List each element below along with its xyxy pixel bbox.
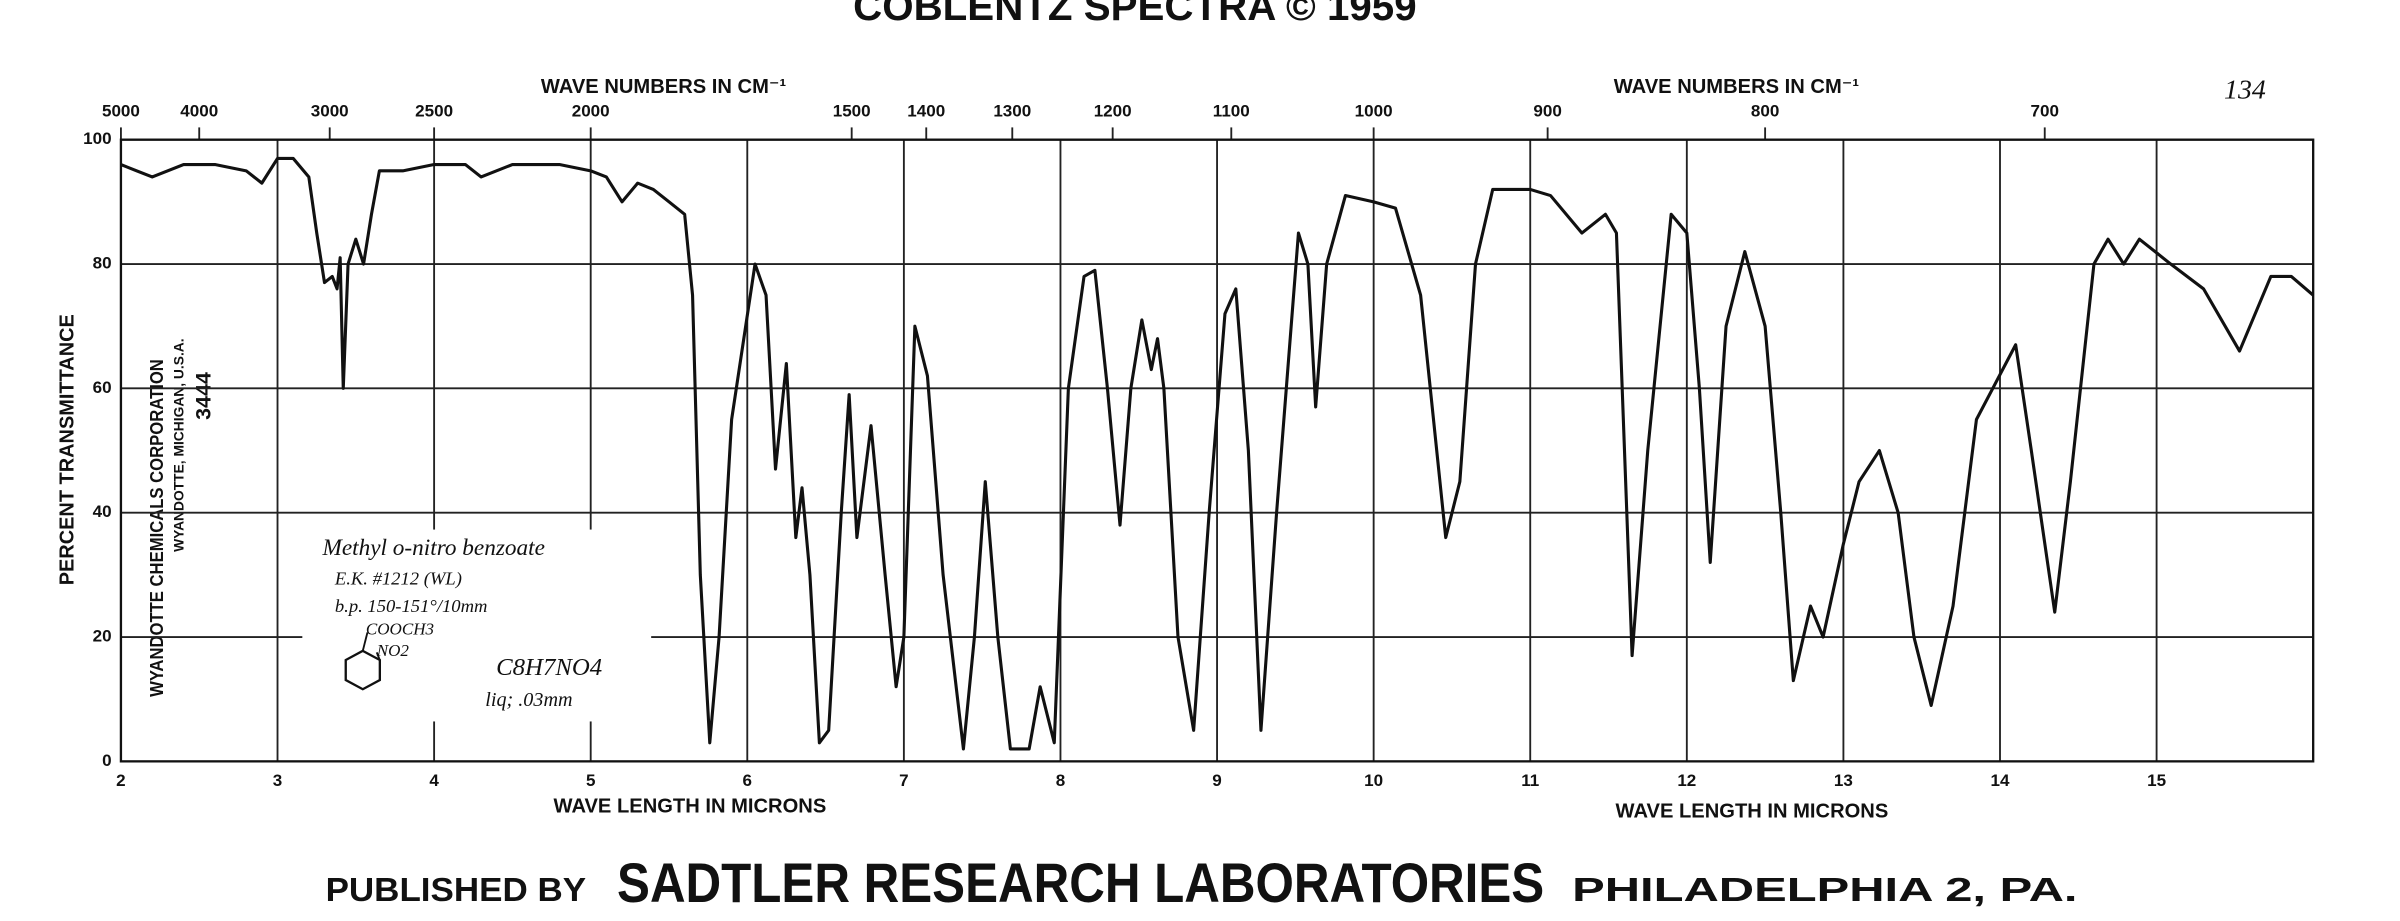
annotation: E.K. #1212 (WL) — [334, 570, 462, 590]
bond — [375, 652, 381, 661]
y-tick-label: 100 — [83, 129, 111, 148]
y-tick-label: 20 — [93, 627, 112, 646]
side-text: 3444 — [190, 372, 215, 420]
x2-tick-label: 1400 — [907, 102, 945, 121]
x-tick-label: 12 — [1677, 771, 1696, 790]
footer-text: SADTLER RESEARCH LABORATORIES — [617, 852, 1544, 914]
x-tick-label: 8 — [1056, 771, 1065, 790]
x-tick-label: 2 — [116, 771, 125, 790]
annotation: Methyl o-nitro benzoate — [321, 535, 544, 561]
x2-tick-label: 700 — [2031, 102, 2059, 121]
annotation: b.p. 150-151°/10mm — [335, 597, 488, 617]
x2-tick-label: 1200 — [1094, 102, 1132, 121]
spectrum-number: 134 — [2224, 75, 2266, 106]
spectrum-line — [120, 156, 2315, 751]
side-text: WYANDOTTE CHEMICALS CORPORATION — [146, 359, 167, 697]
annotation: liq; .03mm — [485, 689, 572, 711]
x2-tick-label: 1000 — [1355, 102, 1393, 121]
x-tick-label: 10 — [1364, 771, 1383, 790]
x-tick-label: 6 — [743, 771, 752, 790]
x-tick-label: 9 — [1212, 771, 1221, 790]
chart-title: COBLENTZ SPECTRA © 1959 — [853, 0, 1417, 29]
x2-tick-label: 1300 — [993, 102, 1031, 121]
y-tick-label: 40 — [93, 502, 112, 521]
footer-text: PHILADELPHIA 2, PA. — [1572, 871, 2077, 909]
footer-text: PUBLISHED BY — [326, 871, 587, 909]
annotation-background — [302, 529, 652, 722]
plot-frame — [119, 138, 2315, 763]
x2-tick-label: 3000 — [311, 102, 349, 121]
x-axis-label: WAVE LENGTH IN MICRONS — [1616, 800, 1889, 822]
x2-tick-label: 900 — [1533, 102, 1561, 121]
bond — [361, 632, 369, 652]
x-tick-label: 7 — [899, 771, 908, 790]
annotation: COOCH3 — [366, 620, 434, 639]
x-tick-label: 11 — [1521, 771, 1539, 790]
x-tick-label: 3 — [273, 771, 282, 790]
x2-tick-label: 1100 — [1213, 102, 1250, 121]
y-tick-label: 80 — [93, 254, 112, 273]
x2-tick-label: 1500 — [833, 102, 871, 121]
y-axis-label: PERCENT TRANSMITTANCE — [56, 314, 78, 585]
x-tick-label: 15 — [2147, 771, 2166, 790]
y-tick-label: 60 — [93, 378, 112, 397]
annotation: C8H7NO4 — [496, 654, 602, 681]
x2-tick-label: 2500 — [415, 102, 453, 121]
x2-tick-label: 2000 — [572, 102, 610, 121]
x-tick-label: 5 — [586, 771, 595, 790]
annotation: NO2 — [376, 641, 410, 660]
x-tick-label: 4 — [429, 771, 439, 790]
x2-tick-label: 800 — [1751, 102, 1779, 121]
x2-tick-label: 5000 — [102, 102, 140, 121]
annotation-box: Methyl o-nitro benzoate E.K. #1212 (WL) … — [302, 529, 652, 722]
x2-axis-label: WAVE NUMBERS IN CM⁻¹ — [1614, 76, 1860, 98]
x2-tick-label: 4000 — [180, 102, 218, 121]
x2-axis-label: WAVE NUMBERS IN CM⁻¹ — [541, 76, 787, 98]
y-tick-label: 0 — [102, 751, 111, 770]
x-tick-label: 14 — [1991, 771, 2011, 790]
x-axis-label: WAVE LENGTH IN MICRONS — [554, 796, 827, 818]
x-tick-label: 13 — [1834, 771, 1853, 790]
side-text: WYANDOTTE, MICHIGAN, U.S.A. — [170, 338, 186, 551]
